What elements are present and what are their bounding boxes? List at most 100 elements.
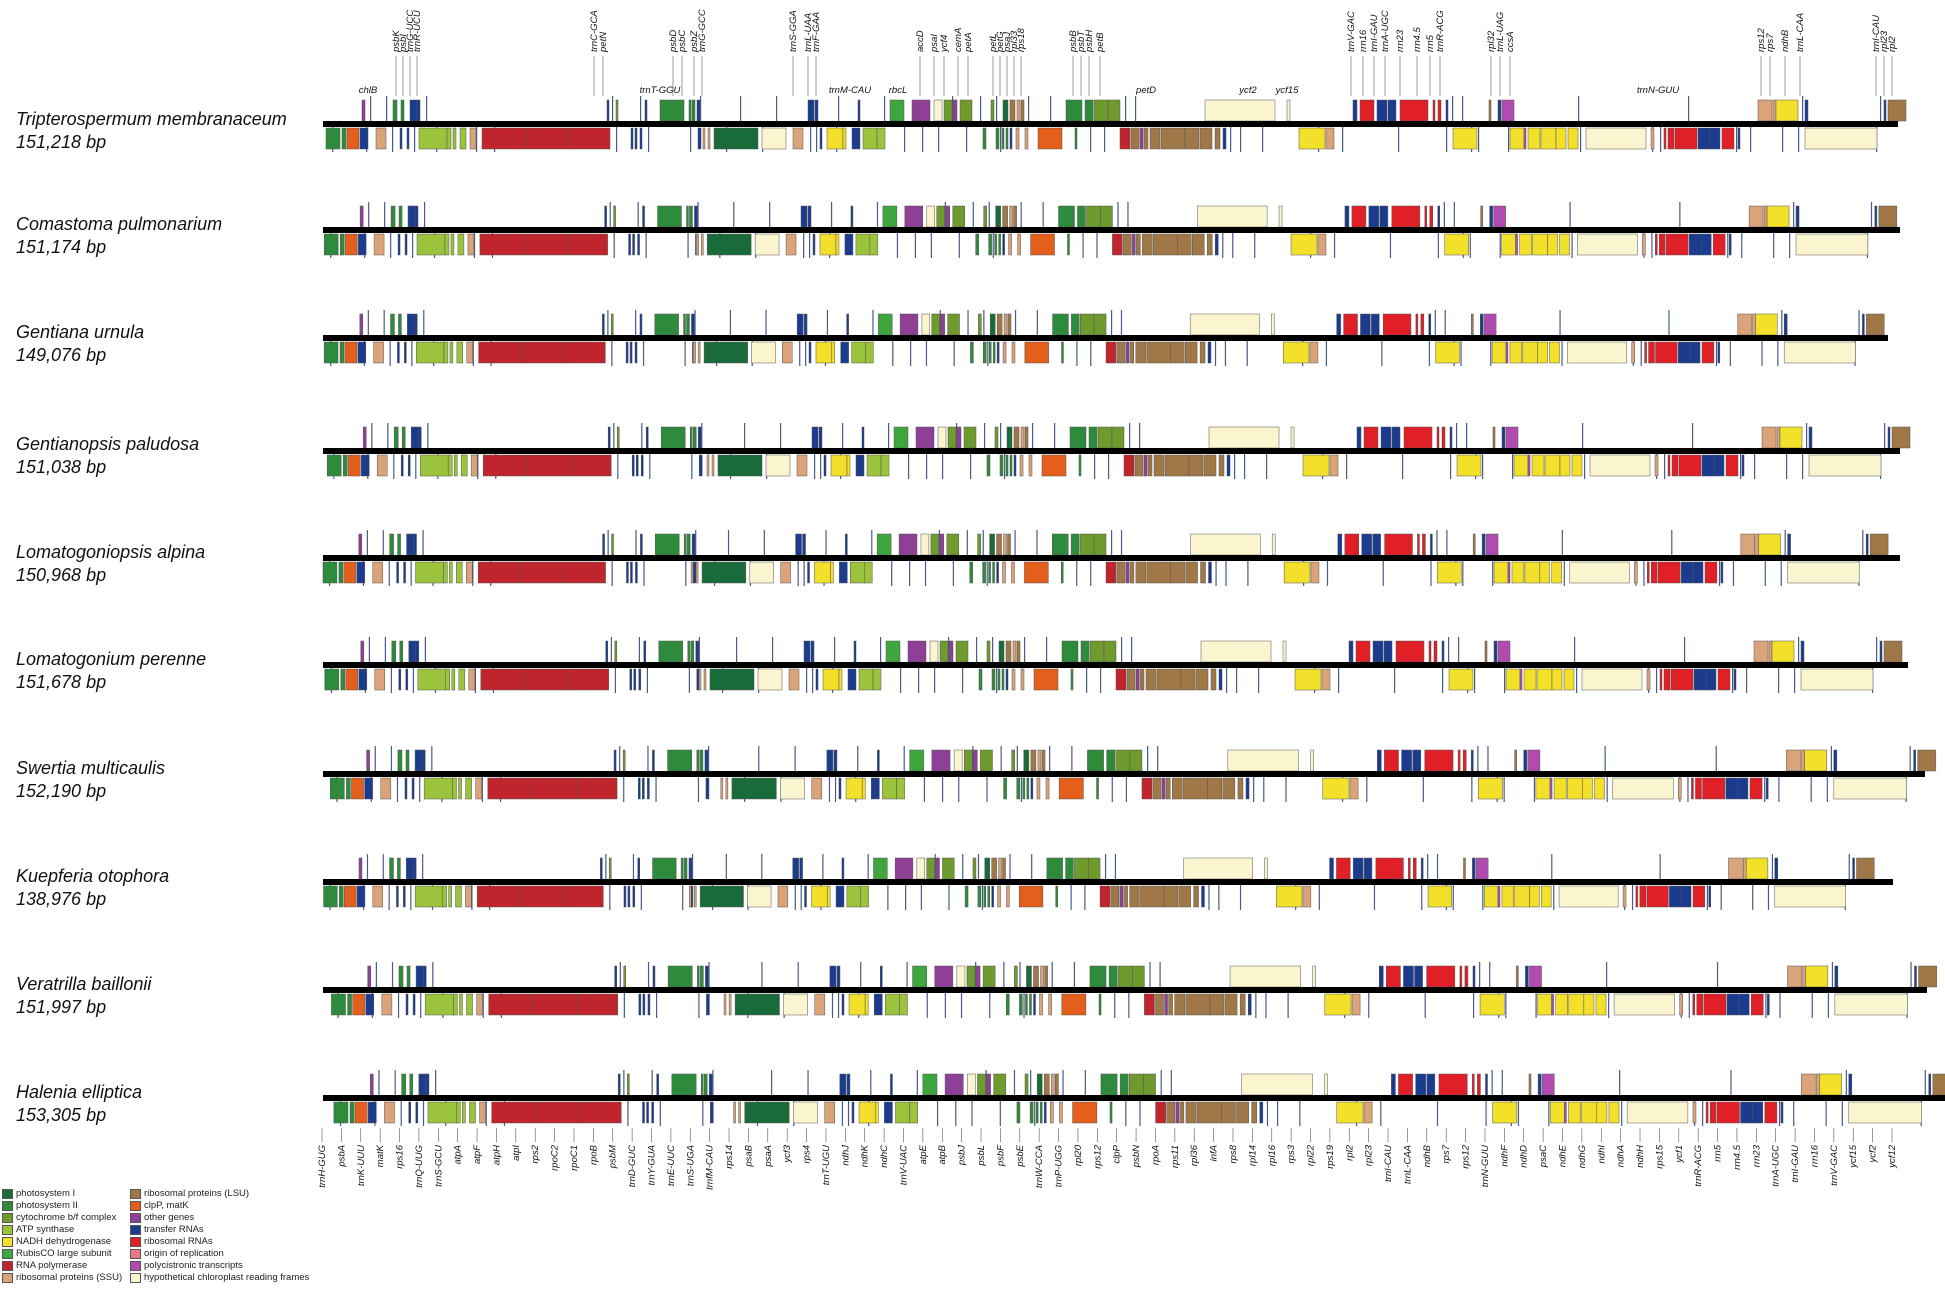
gene-block: [818, 426, 823, 449]
tick-mark: [1436, 854, 1439, 882]
gene-block: [988, 561, 991, 584]
gene-block: [623, 965, 627, 988]
gene-name-label: trnF-GAA: [811, 12, 822, 52]
gene-block: [1199, 127, 1213, 150]
gene-block: [946, 533, 960, 556]
tick-mark: [698, 990, 700, 1018]
gene-block: [1537, 993, 1552, 1016]
tick-mark: [1333, 230, 1336, 258]
tick-mark: [382, 530, 384, 558]
gene-block: [807, 205, 812, 228]
legend-label: other genes: [144, 1212, 195, 1223]
gene-block: [909, 749, 925, 772]
tick-mark: [635, 310, 637, 338]
gene-block: [1165, 777, 1171, 800]
gene-block: [1013, 454, 1017, 477]
tick-mark: [916, 1070, 918, 1098]
gene-block: [1559, 454, 1571, 477]
tick-mark: [414, 124, 416, 152]
gene-block: [629, 341, 633, 364]
gene-block: [876, 127, 886, 150]
gene-block: [613, 749, 617, 772]
gene-block: [1251, 1101, 1258, 1124]
gene-block: [659, 99, 685, 122]
gene-block: [1472, 857, 1476, 880]
gene-block: [1413, 857, 1417, 880]
gene-block: [1689, 233, 1702, 256]
gene-name-label: rpl32: [1486, 30, 1497, 52]
gene-block: [1435, 341, 1460, 364]
gene-block: [812, 233, 816, 256]
tick-mark: [477, 451, 479, 479]
tick-mark: [472, 558, 474, 586]
genome-map: [323, 637, 1908, 693]
gene-block: [1155, 993, 1164, 1016]
legend-label: NADH dehydrogenase: [16, 1236, 112, 1247]
gene-name-label: psbJ: [957, 1145, 968, 1166]
gene-block: [956, 965, 966, 988]
tick-mark: [1706, 882, 1709, 910]
gene-block: [846, 313, 849, 336]
tick-mark: [1222, 230, 1224, 258]
gene-block: [853, 640, 857, 663]
gene-block: [414, 749, 423, 772]
genome-map: [323, 202, 1900, 258]
gene-block: [1501, 99, 1515, 122]
tick-mark: [922, 124, 924, 152]
tick-mark: [1129, 423, 1131, 451]
gene-block: [418, 127, 448, 150]
gene-block: [1566, 777, 1583, 800]
tick-mark: [366, 530, 368, 558]
gene-block: [469, 127, 477, 150]
gene-block: [744, 1101, 790, 1124]
gene-block: [916, 857, 925, 880]
legend-swatch: [2, 1260, 13, 1271]
gene-block: [1229, 965, 1301, 988]
gene-block: [711, 454, 715, 477]
gene-block: [456, 1101, 461, 1124]
gene-block: [565, 341, 606, 364]
gene-block: [521, 341, 566, 364]
gene-block: [391, 640, 397, 663]
gene-block: [1507, 561, 1511, 584]
gene-block: [705, 965, 709, 988]
gene-block: [1080, 313, 1095, 336]
tick-mark: [611, 338, 613, 366]
tick-mark: [1100, 665, 1102, 693]
gene-block: [850, 561, 865, 584]
tick-mark: [744, 423, 746, 451]
gene-block: [1702, 777, 1725, 800]
tick-mark: [390, 230, 392, 258]
tick-mark: [1909, 746, 1911, 774]
gene-block: [1298, 127, 1326, 150]
gene-block: [1164, 454, 1190, 477]
gene-block: [935, 857, 940, 880]
gene-block: [1011, 749, 1015, 772]
gene-block: [415, 1101, 419, 1124]
gene-name-label: rbcL: [889, 85, 907, 96]
gene-block: [1758, 533, 1781, 556]
gene-block: [700, 233, 704, 256]
gene-block: [340, 668, 346, 691]
gene-block: [738, 1101, 741, 1124]
gene-block: [683, 533, 687, 556]
legend-item: hypothetical chloroplast reading frames: [130, 1272, 309, 1284]
gene-block: [606, 99, 610, 122]
gene-name-label: trnT-UGU: [821, 1145, 832, 1185]
tick-mark: [1028, 96, 1030, 124]
legend-swatch: [130, 1236, 141, 1247]
genome-name: Halenia elliptica: [16, 1082, 143, 1102]
gene-block: [1024, 1073, 1029, 1096]
gene-block: [1020, 99, 1025, 122]
gene-block: [1015, 127, 1020, 150]
legend-item: RubisCO large subunit: [2, 1248, 112, 1260]
tick-mark: [649, 451, 651, 479]
gene-block: [1608, 1101, 1620, 1124]
tick-mark: [1462, 558, 1464, 586]
gene-block: [407, 205, 416, 228]
gene-block: [1399, 99, 1429, 122]
gene-block: [1663, 127, 1667, 150]
gene-block: [1210, 668, 1217, 691]
gene-block: [1716, 1101, 1740, 1124]
tick-mark: [972, 202, 974, 230]
